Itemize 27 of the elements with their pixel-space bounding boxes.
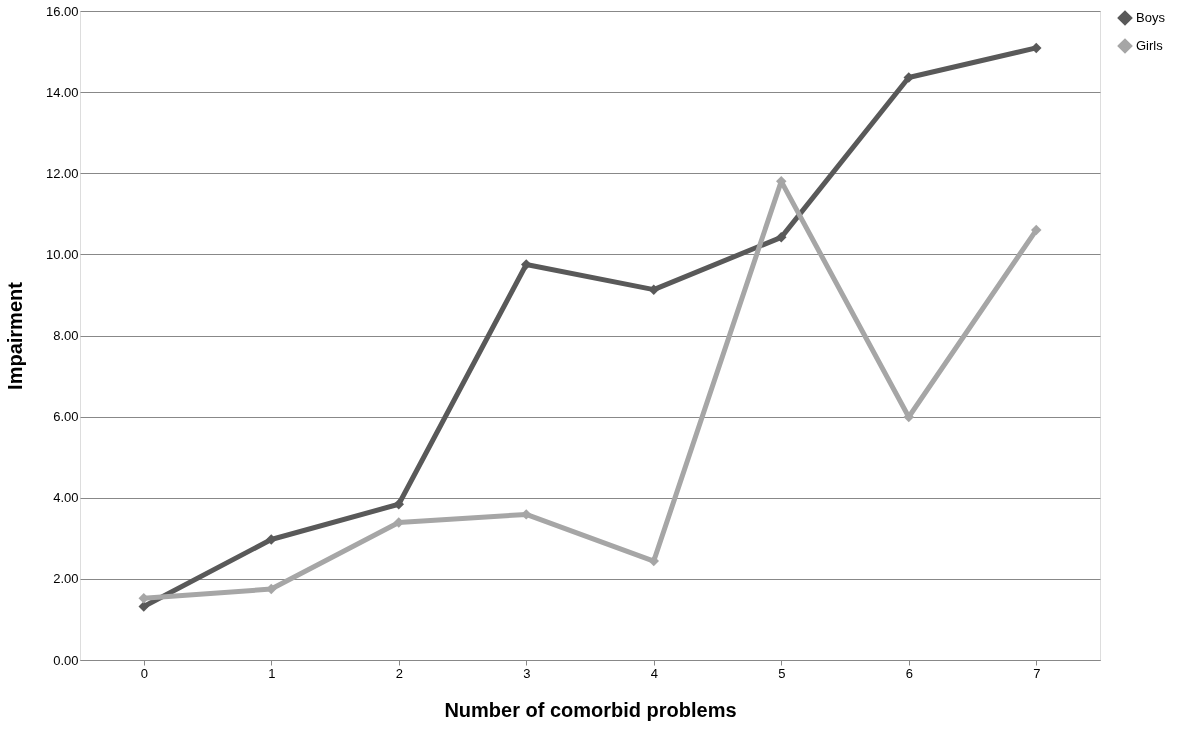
y-tick-label: 12.00	[45, 165, 79, 181]
x-tick-label: 2	[395, 665, 403, 681]
x-tick-label: 3	[523, 665, 531, 681]
legend-label: Girls	[1136, 38, 1164, 53]
x-tick-label: 1	[268, 665, 276, 681]
y-tick-label: 0.00	[53, 652, 79, 668]
x-tick-label: 7	[1033, 665, 1041, 681]
point	[1031, 42, 1042, 54]
y-tick-label: 2.00	[53, 571, 79, 587]
point	[138, 601, 149, 612]
y-tick-label: 16.00	[45, 3, 79, 19]
x-tick-label: 4	[650, 665, 658, 681]
point	[648, 555, 659, 567]
y-tick-label: 6.00	[53, 409, 79, 425]
y-tick-label: 4.00	[53, 490, 79, 506]
y-tick-label: 14.00	[45, 84, 79, 100]
point	[1031, 224, 1042, 236]
point	[903, 72, 914, 83]
x-axis-title: Number of comorbid problems	[444, 698, 737, 721]
x-tick-label: 5	[778, 665, 786, 681]
y-tick-label: 10.00	[45, 246, 79, 262]
y-axis-title: Impairment	[3, 281, 26, 390]
x-tick-label: 6	[905, 665, 913, 681]
legend-label: Boys	[1136, 10, 1166, 25]
y-tick-label: 8.00	[53, 328, 79, 343]
x-tick-label: 0	[140, 665, 148, 681]
point	[776, 232, 787, 243]
